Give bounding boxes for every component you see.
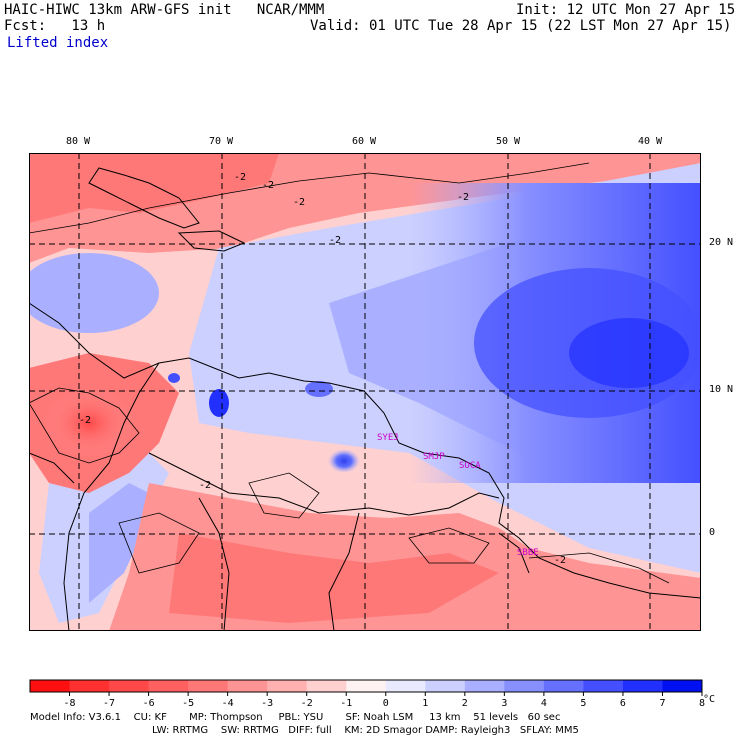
colorbar-swatch: [385, 680, 426, 692]
colorbar-tick: 4: [541, 698, 547, 709]
colorbar-swatch: [267, 680, 308, 692]
colorbar-swatch: [662, 680, 703, 692]
colorbar-swatch: [622, 680, 663, 692]
cuba-outline: [88, 167, 200, 229]
colorbar-swatch: [543, 680, 584, 692]
colorbar-swatch: [109, 680, 150, 692]
colorbar-swatch: [69, 680, 110, 692]
colorbar-swatch: [504, 680, 545, 692]
colorbar-tick: 5: [580, 698, 586, 709]
lat-label-10n: 10 N: [709, 384, 734, 395]
lon-label-60w: 60 W: [352, 136, 377, 147]
colorbar-swatch: [30, 680, 71, 692]
colorbar-tick: 0: [383, 698, 389, 709]
forecast-hour: Fcst: 13 h: [4, 18, 106, 34]
hispaniola-outline: [177, 230, 246, 252]
amazon-red-core: [169, 533, 499, 623]
border-west: [198, 497, 230, 631]
contour-label: -2: [199, 480, 211, 491]
contour-venezuela: [248, 472, 320, 519]
graticule: [29, 153, 701, 631]
contour-colombia: [29, 387, 140, 464]
maracaibo-blue-cell: [209, 389, 229, 417]
station-soca: SOCA: [459, 461, 481, 471]
colorbar-tick: -6: [143, 698, 155, 709]
colorbar-tick: 3: [501, 698, 507, 709]
lon-label-70w: 70 W: [209, 136, 234, 147]
lifted-index-map: -2 -2 -2 -2 -2 -2 -2 -2 SYEJ SMJP SOCA S…: [29, 153, 701, 631]
interior-border: [148, 452, 500, 516]
colombia-red-core: [44, 388, 134, 458]
lon-label-40w: 40 W: [638, 136, 663, 147]
station-smjp: SMJP: [423, 452, 445, 462]
colorbar-tick: 2: [462, 698, 468, 709]
contour-label: -2: [262, 180, 274, 191]
contour-south-west: [118, 512, 200, 574]
lon-label-50w: 50 W: [496, 136, 521, 147]
colorbar-tick: 7: [659, 698, 665, 709]
lon-label-80w: 80 W: [66, 136, 91, 147]
colorbar-tick: -7: [103, 698, 115, 709]
colorbar-swatch: [346, 680, 387, 692]
orinoco-blue-cell: [328, 449, 360, 473]
lat-label-0: 0: [709, 527, 716, 538]
colorbar-swatch: [148, 680, 189, 692]
contour-label: -2: [234, 172, 246, 183]
colorbar-tick: 1: [422, 698, 428, 709]
model-info-line1: Model Info: V3.6.1 CU: KF MP: Thompson P…: [30, 712, 561, 723]
north-red-core: [29, 153, 279, 223]
colorbar-swatch: [425, 680, 466, 692]
colorbar-swatch: [227, 680, 268, 692]
colorbar-swatch: [188, 680, 229, 692]
andes-coast: [63, 362, 160, 631]
model-title: HAIC-HIWC 13km ARW-GFS init NCAR/MMM: [4, 2, 325, 18]
colorbar-swatch: [583, 680, 624, 692]
init-time: Init: 12 UTC Mon 27 Apr 15: [516, 2, 736, 18]
contours: [29, 162, 670, 584]
contour-label: -2: [329, 235, 341, 246]
colorbar-tick: -2: [301, 698, 313, 709]
contour-guiana: [408, 527, 490, 564]
colorbar-tick: 8: [699, 698, 705, 709]
field-name: Lifted index: [7, 35, 109, 51]
station-sbbe: SBBE: [517, 548, 539, 558]
colorbar-frame: [29, 679, 703, 693]
amazon-mouth: [498, 532, 530, 574]
contour-label: -2: [554, 555, 566, 566]
contour-label: -2: [457, 192, 469, 203]
border-central: [328, 512, 360, 631]
colorbar-tick: -3: [261, 698, 273, 709]
colorbar-tick: 6: [620, 698, 626, 709]
map-frame: [29, 153, 701, 631]
colorbar-swatches: [29, 679, 703, 696]
panama-outline: [29, 452, 75, 484]
colorbar-tick: -1: [340, 698, 352, 709]
stable-core-max: [569, 318, 689, 388]
colorbar-swatch: [464, 680, 505, 692]
colorbar-tick: -4: [222, 698, 234, 709]
colorbar-unit: °C: [703, 694, 715, 705]
coast-blue-cell: [305, 381, 333, 397]
contour-label: -2: [293, 197, 305, 208]
station-syej: SYEJ: [377, 433, 399, 443]
west-blue-patch: [29, 253, 159, 333]
colorbar-tick: -5: [182, 698, 194, 709]
pacific-blue-core: [89, 483, 159, 603]
colorbar: -8 -7 -6 -5 -4 -3 -2 -1 0 1 2 3 4 5 6 7 8 °C: [29, 679, 715, 709]
contour-north: [29, 162, 590, 234]
colorbar-swatch: [306, 680, 347, 692]
colorbar-tick: -8: [64, 698, 76, 709]
colorbar-tick-labels: -8 -7 -6 -5 -4 -3 -2 -1 0 1 2 3 4 5 6 7 8: [64, 698, 706, 709]
contour-label: -2: [79, 415, 91, 426]
lat-label-20n: 20 N: [709, 237, 734, 248]
coastlines: [29, 167, 701, 631]
small-blue-cell: [168, 373, 180, 383]
valid-time: Valid: 01 UTC Tue 28 Apr 15 (22 LST Mon …: [310, 18, 732, 34]
model-info-line2: LW: RRTMG SW: RRTMG DIFF: full KM: 2D Sm…: [152, 725, 579, 736]
contour-east: [528, 552, 670, 584]
